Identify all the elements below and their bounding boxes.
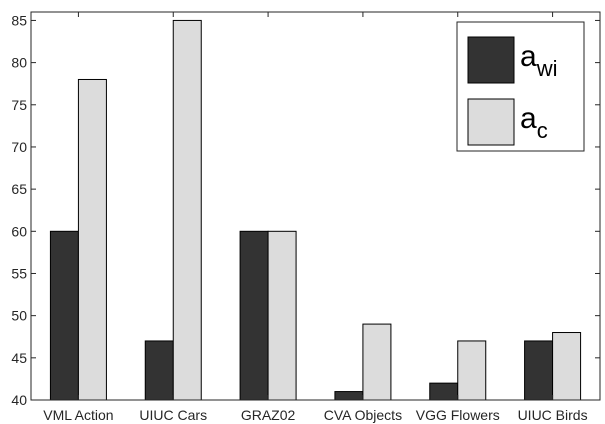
y-tick-label: 80 (11, 55, 27, 71)
bar-a_c-vgg-flowers (457, 340, 487, 401)
y-tick-label: 60 (11, 223, 27, 239)
y-tick-label: 65 (11, 181, 27, 197)
x-tick-label: UIUC Cars (139, 407, 207, 423)
axes-layer: 40 45 50 55 60 65 70 75 80 85 VML Action UIUC Cars G… (11, 11, 601, 423)
legend-label-a_c: ac (520, 102, 548, 143)
x-tick-label: GRAZ02 (241, 407, 296, 423)
x-tick-label: VML Action (43, 407, 113, 423)
x-tick-label: VGG Flowers (416, 407, 500, 423)
legend: awi ac (456, 21, 585, 152)
y-tick-label: 75 (11, 97, 27, 113)
legend-label-a_wi: awi (520, 40, 557, 81)
y-tick-label: 70 (11, 139, 27, 155)
bar-a_wi-uiuc-birds (524, 340, 554, 401)
y-tick-label: 55 (11, 265, 27, 281)
bar-a_c-vml-action (77, 78, 107, 401)
bar-a_c-uiuc-birds (552, 332, 582, 401)
bar-a_wi-uiuc-cars (144, 340, 174, 401)
bar-a_c-uiuc-cars (172, 19, 202, 401)
bar-a_wi-vgg-flowers (429, 382, 459, 401)
bar-a_wi-cva-objects (334, 391, 364, 401)
plot-frame (30, 11, 601, 401)
bars-layer (49, 19, 582, 401)
legend-swatch-a_wi (467, 36, 515, 84)
y-tick-label: 50 (11, 308, 27, 324)
bar-a_c-graz02 (267, 230, 297, 401)
y-tick-label: 85 (11, 12, 27, 28)
bar-a_c-cva-objects (362, 323, 392, 401)
bar-a_wi-graz02 (239, 230, 269, 401)
y-tick-label: 45 (11, 350, 27, 366)
legend-swatch-a_c (467, 98, 515, 146)
bar-a_wi-vml-action (49, 230, 79, 401)
x-tick-label: UIUC Birds (518, 407, 588, 423)
x-tick-label: CVA Objects (324, 407, 402, 423)
y-tick-label: 40 (11, 392, 27, 408)
